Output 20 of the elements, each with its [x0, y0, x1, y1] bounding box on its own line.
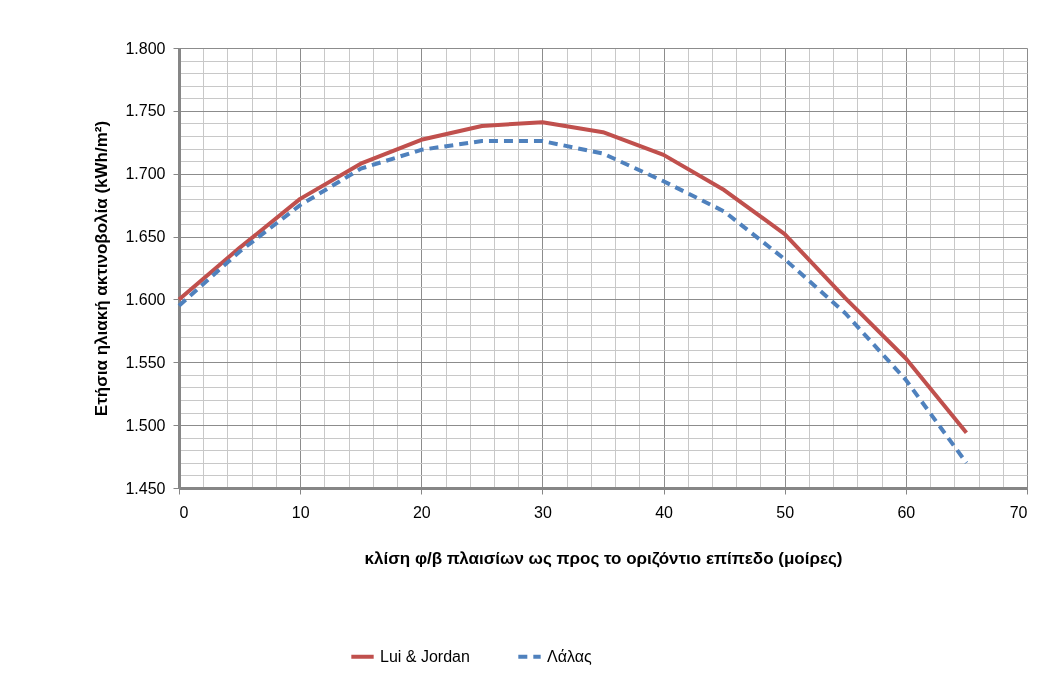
x-tick-label: 30: [534, 503, 552, 521]
y-tick-label: 1.550: [125, 353, 166, 371]
y-tick-label: 1.650: [125, 228, 166, 246]
x-tick-label: 50: [776, 503, 795, 521]
y-tick-label: 1.600: [125, 290, 166, 308]
x-tick-label: 40: [655, 503, 674, 521]
y-tick-label: 1.500: [125, 416, 166, 434]
legend-label: Λάλας: [547, 647, 592, 665]
x-tick-label: 0: [179, 503, 189, 521]
y-tick-label: 1.450: [125, 479, 166, 497]
y-axis-title: Ετήσια ηλιακή ακτινοβολία (kWh/m²): [92, 120, 112, 417]
y-tick-label: 1.800: [125, 39, 166, 57]
x-axis-title: κλίση φ/β πλαισίων ως προς το οριζόντιο επίπεδο (μοίρες): [364, 548, 843, 568]
x-tick-label: 10: [291, 503, 310, 521]
y-tick-label: 1.700: [125, 165, 166, 183]
x-tick-label: 60: [897, 503, 916, 521]
legend-label: Lui & Jordan: [380, 647, 470, 665]
x-tick-label: 70: [1009, 503, 1028, 521]
x-tick-label: 20: [412, 503, 431, 521]
y-tick-label: 1.750: [125, 102, 166, 120]
